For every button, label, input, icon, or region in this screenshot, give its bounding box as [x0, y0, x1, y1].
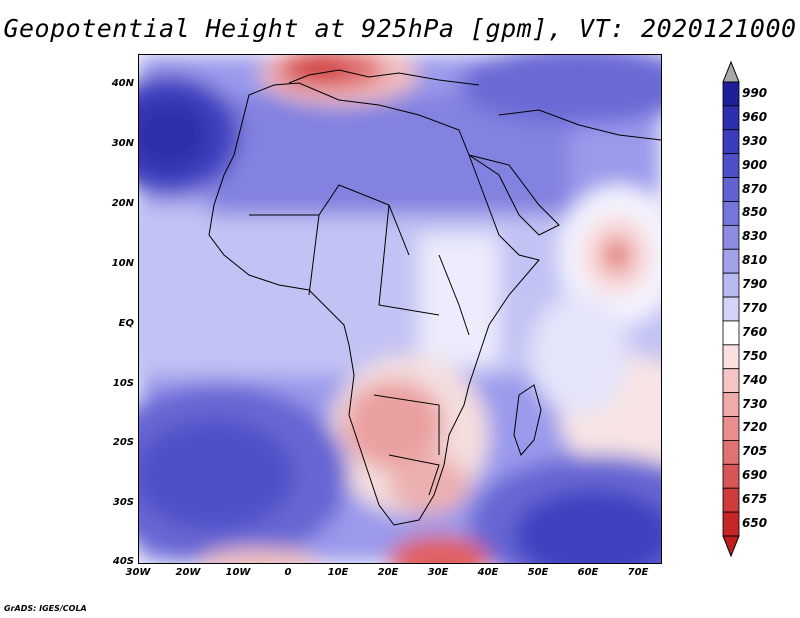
lat-label-eq: EQ [118, 318, 134, 329]
lon-label-20e: 20E [377, 567, 399, 578]
lon-label-20w: 20W [175, 567, 201, 578]
grads-credit: GrADS: IGES/COLA [4, 604, 87, 613]
colorbar-label: 770 [742, 301, 768, 315]
lon-label-30w: 30W [125, 567, 151, 578]
colorbar-swatch [722, 296, 740, 322]
colorbar-over-triangle [722, 60, 740, 83]
colorbar-swatch [722, 487, 740, 513]
colorbar-label: 900 [742, 157, 768, 172]
map-title: Geopotential Height at 925hPa [gpm], VT:… [3, 14, 797, 43]
colorbar-label: 870 [742, 181, 768, 196]
colorbar-swatch [722, 201, 740, 226]
colorbar-swatch [722, 344, 740, 370]
colorbar-label: 850 [742, 205, 768, 220]
colorbar-swatch [722, 440, 740, 465]
lon-label-50e: 50E [527, 567, 549, 578]
colorbar-label: 740 [742, 372, 768, 387]
colorbar-label: 760 [742, 324, 768, 339]
colorbar-swatch [722, 320, 740, 346]
colorbar-label: 960 [742, 109, 768, 124]
lat-label-30n: 30N [111, 138, 134, 149]
colorbar [722, 60, 740, 558]
colorbar-swatch [722, 105, 740, 131]
lat-label-20s: 20S [112, 437, 134, 448]
colorbar-swatch [722, 511, 740, 537]
map-panel [138, 54, 662, 564]
lat-label-40n: 40N [111, 78, 134, 89]
colorbar-label: 705 [742, 444, 768, 459]
colorbar-swatch [722, 129, 740, 155]
lat-label-30s: 30S [112, 497, 134, 508]
colorbar-label: 830 [742, 229, 768, 244]
colorbar-label: 690 [742, 468, 768, 483]
lon-label-30e: 30E [427, 567, 449, 578]
colorbar-label: 720 [742, 420, 768, 435]
colorbar-swatch [722, 224, 740, 250]
lon-label-10e: 10E [327, 567, 349, 578]
colorbar-swatch [722, 416, 740, 441]
colorbar-label: 790 [742, 277, 768, 292]
lon-label-70e: 70E [627, 567, 649, 578]
colorbar-label: 650 [742, 516, 768, 531]
lat-label-20n: 20N [111, 198, 134, 209]
height-field [139, 55, 661, 563]
colorbar-swatch [722, 177, 740, 202]
colorbar-swatch [722, 368, 740, 394]
coastlines [208, 69, 661, 526]
colorbar-swatch [722, 272, 740, 298]
colorbar-label: 990 [742, 85, 768, 100]
colorbar-swatch [722, 81, 740, 107]
lat-label-10s: 10S [112, 378, 134, 389]
geopotential-field-map [139, 55, 661, 563]
colorbar-swatch [722, 248, 740, 274]
colorbar-label: 730 [742, 396, 768, 411]
lon-label-10w: 10W [225, 567, 251, 578]
colorbar-label: 810 [742, 253, 768, 268]
lon-label-60e: 60E [577, 567, 599, 578]
lon-label-0: 0 [284, 567, 292, 578]
lon-label-40e: 40E [477, 567, 499, 578]
colorbar-label: 675 [742, 492, 768, 507]
colorbar-under-triangle [722, 535, 740, 558]
lat-label-40s: 40S [112, 556, 134, 567]
colorbar-swatch [722, 392, 740, 417]
colorbar-label: 750 [742, 348, 768, 363]
colorbar-swatch [722, 463, 740, 489]
colorbar-swatch [722, 153, 740, 178]
colorbar-label: 930 [742, 133, 768, 148]
lat-label-10n: 10N [111, 258, 134, 269]
